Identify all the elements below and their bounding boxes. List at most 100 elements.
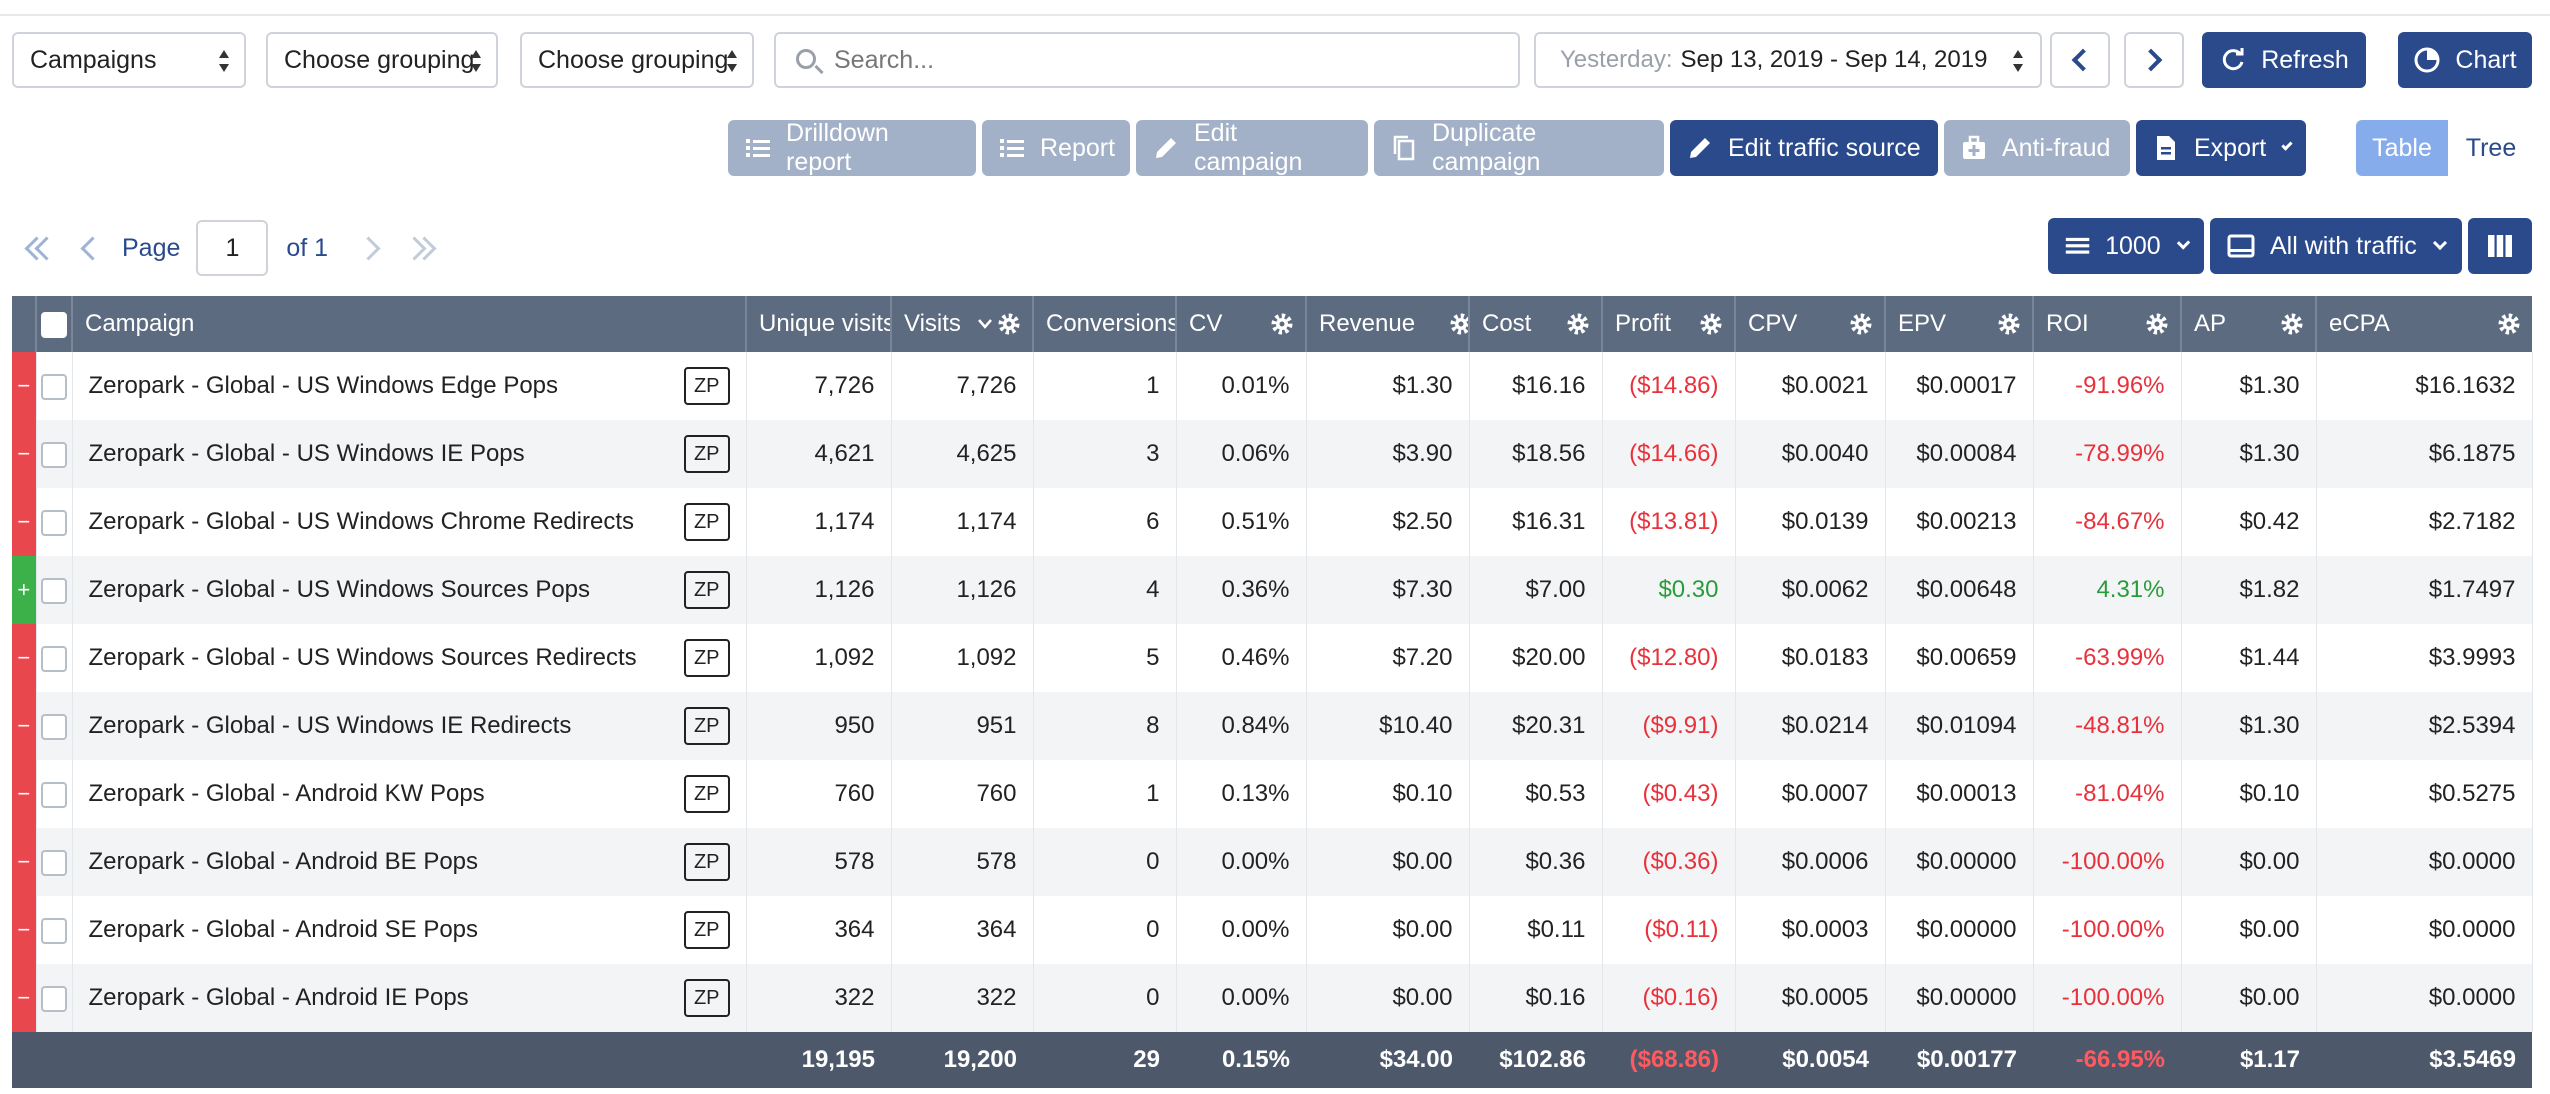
table-row[interactable]: − Zeropark - Global - US Windows Edge Pop… (12, 352, 2533, 420)
cell-ap: $1.44 (2181, 624, 2317, 692)
gear-icon[interactable] (2144, 311, 2170, 337)
tree-view-button[interactable]: Tree (2448, 120, 2534, 176)
header-visits[interactable]: Visits (891, 296, 1034, 352)
grouping-select-2[interactable]: Choose grouping (520, 32, 754, 88)
first-page-icon[interactable] (22, 230, 58, 266)
report-button[interactable]: Report (982, 120, 1130, 176)
last-page-icon[interactable] (404, 230, 440, 266)
header-cost[interactable]: Cost (1469, 296, 1603, 352)
row-checkbox[interactable] (41, 441, 67, 468)
header-campaign[interactable]: Campaign (72, 296, 747, 352)
campaign-name-cell[interactable]: Zeropark - Global - Android IE Pops ZP (72, 964, 747, 1032)
report-type-select[interactable]: Campaigns (12, 32, 246, 88)
row-status-indicator: − (12, 896, 37, 964)
row-checkbox[interactable] (41, 645, 67, 672)
campaign-name-cell[interactable]: Zeropark - Global - US Windows Chrome Re… (72, 488, 747, 556)
search-input[interactable]: Search... (774, 32, 1520, 88)
traffic-filter-button[interactable]: All with traffic (2210, 218, 2462, 274)
cell-revenue: $2.50 (1306, 488, 1470, 556)
campaign-name-cell[interactable]: Zeropark - Global - Android SE Pops ZP (72, 896, 747, 964)
header-unique-visits[interactable]: Unique visits (746, 296, 892, 352)
cell-cost: $20.00 (1469, 624, 1603, 692)
gear-icon[interactable] (2279, 311, 2305, 337)
gear-icon[interactable] (996, 311, 1022, 337)
header-ap[interactable]: AP (2181, 296, 2317, 352)
columns-button[interactable] (2468, 218, 2532, 274)
header-revenue[interactable]: Revenue (1306, 296, 1470, 352)
page-number-input[interactable]: 1 (196, 220, 269, 276)
campaign-name: Zeropark - Global - US Windows IE Pops (88, 440, 525, 467)
refresh-button[interactable]: Refresh (2202, 32, 2366, 88)
next-page-icon[interactable] (354, 230, 390, 266)
header-cv[interactable]: CV (1176, 296, 1307, 352)
table-row[interactable]: − Zeropark - Global - Android KW Pops ZP 76… (12, 760, 2533, 828)
table-row[interactable]: + Zeropark - Global - US Windows Sources … (12, 556, 2533, 624)
header-cpv[interactable]: CPV (1735, 296, 1886, 352)
cell-cost: $18.56 (1469, 420, 1603, 488)
row-status-indicator: − (12, 964, 37, 1032)
cell-cpv: $0.0003 (1735, 896, 1886, 964)
campaign-name-cell[interactable]: Zeropark - Global - Android BE Pops ZP (72, 828, 747, 896)
edit-traffic-source-button[interactable]: Edit traffic source (1670, 120, 1938, 176)
header-ecpa[interactable]: eCPA (2316, 296, 2532, 352)
campaign-name-cell[interactable]: Zeropark - Global - US Windows IE Pops ZP (72, 420, 747, 488)
previous-page-icon[interactable] (72, 230, 108, 266)
campaign-name-cell[interactable]: Zeropark - Global - US Windows Sources P… (72, 556, 747, 624)
campaign-name-cell[interactable]: Zeropark - Global - Android KW Pops ZP (72, 760, 747, 828)
row-checkbox[interactable] (41, 849, 67, 876)
cell-epv: $0.00000 (1885, 964, 2034, 1032)
chevron-down-icon (2432, 235, 2447, 251)
cell-unique: 1,126 (746, 556, 892, 624)
table-row[interactable]: − Zeropark - Global - Android BE Pops ZP 57… (12, 828, 2533, 896)
header-cost-label: Cost (1482, 310, 1532, 337)
chart-button[interactable]: Chart (2398, 32, 2532, 88)
header-conversions[interactable]: Conversions (1033, 296, 1177, 352)
total-revenue: $34.00 (1306, 1032, 1469, 1088)
campaign-name: Zeropark - Global - US Windows Edge Pops (88, 372, 559, 399)
gear-icon[interactable] (1996, 311, 2022, 337)
table-row[interactable]: − Zeropark - Global - Android IE Pops ZP 32… (12, 964, 2533, 1032)
gear-icon[interactable] (1698, 311, 1724, 337)
select-all-checkbox[interactable] (41, 311, 67, 338)
table-row[interactable]: − Zeropark - Global - US Windows Chrome R… (12, 488, 2533, 556)
grouping-select-1[interactable]: Choose grouping (266, 32, 498, 88)
edit-traffic-source-label: Edit traffic source (1728, 133, 1921, 162)
edit-campaign-button[interactable]: Edit campaign (1136, 119, 1368, 176)
date-range-picker[interactable]: Yesterday: Sep 13, 2019 - Sep 14, 2019 (1534, 32, 2042, 88)
gear-icon[interactable] (1269, 311, 1295, 337)
previous-period-button[interactable] (2050, 32, 2110, 88)
duplicate-campaign-button[interactable]: Duplicate campaign (1374, 119, 1664, 176)
campaign-name-cell[interactable]: Zeropark - Global - US Windows Sources R… (72, 624, 747, 692)
gear-icon[interactable] (1565, 311, 1591, 337)
row-checkbox[interactable] (41, 373, 67, 400)
row-checkbox[interactable] (41, 917, 67, 944)
header-roi[interactable]: ROI (2033, 296, 2182, 352)
rows-per-page-button[interactable]: 1000 (2048, 218, 2204, 274)
campaign-name-cell[interactable]: Zeropark - Global - US Windows IE Redire… (72, 692, 747, 760)
drilldown-report-button[interactable]: Drilldown report (728, 119, 976, 176)
row-checkbox[interactable] (41, 713, 67, 740)
cell-ap: $1.30 (2181, 692, 2317, 760)
cell-ap: $1.30 (2181, 420, 2317, 488)
campaign-name-cell[interactable]: Zeropark - Global - US Windows Edge Pops… (72, 352, 747, 420)
cell-ecpa: $0.0000 (2316, 828, 2533, 896)
table-row[interactable]: − Zeropark - Global - Android SE Pops ZP 36… (12, 896, 2533, 964)
cell-visits: 7,726 (891, 352, 1034, 420)
gear-icon[interactable] (2496, 311, 2522, 337)
table-row[interactable]: − Zeropark - Global - US Windows IE Pops Z… (12, 420, 2533, 488)
gear-icon[interactable] (1848, 311, 1874, 337)
export-button[interactable]: Export (2136, 120, 2306, 176)
header-epv[interactable]: EPV (1885, 296, 2034, 352)
header-profit[interactable]: Profit (1602, 296, 1736, 352)
table-row[interactable]: − Zeropark - Global - US Windows IE Redir… (12, 692, 2533, 760)
row-checkbox[interactable] (41, 577, 67, 604)
gear-icon[interactable] (1448, 311, 1469, 337)
table-view-button[interactable]: Table (2356, 120, 2448, 176)
row-checkbox[interactable] (41, 985, 67, 1012)
table-row[interactable]: − Zeropark - Global - US Windows Sources … (12, 624, 2533, 692)
total-epv: $0.00177 (1885, 1032, 2033, 1088)
row-checkbox[interactable] (41, 509, 67, 536)
anti-fraud-button[interactable]: Anti-fraud (1944, 120, 2130, 176)
row-checkbox[interactable] (41, 781, 67, 808)
next-period-button[interactable] (2124, 32, 2184, 88)
